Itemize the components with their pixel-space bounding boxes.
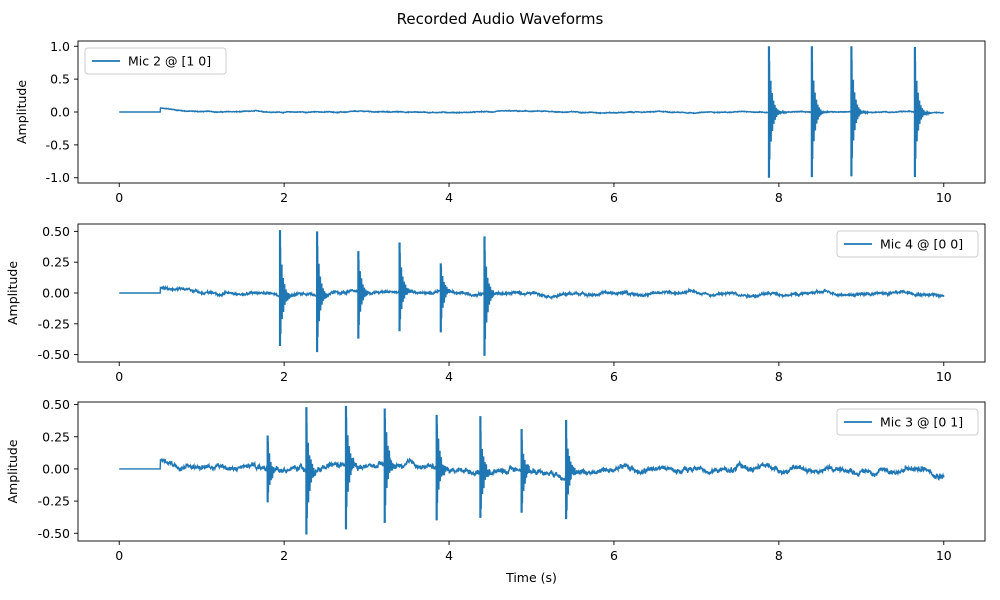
y-axis-label: Amplitude <box>14 80 29 144</box>
x-tick-label: 6 <box>610 369 618 384</box>
x-tick-label: 0 <box>115 548 123 563</box>
y-tick-label: 0.25 <box>42 429 70 444</box>
waveform-line <box>119 60 945 160</box>
x-tick-label: 10 <box>936 548 952 563</box>
x-tick-label: 4 <box>445 190 453 205</box>
x-tick-label: 0 <box>115 190 123 205</box>
y-tick-label: 0.0 <box>50 105 70 120</box>
legend-box <box>84 47 227 75</box>
y-axis-label: Amplitude <box>5 439 20 503</box>
y-tick-label: 0.00 <box>42 461 70 476</box>
y-tick-label: 0.25 <box>42 255 70 270</box>
x-tick-label: 4 <box>445 369 453 384</box>
x-tick-label: 4 <box>445 548 453 563</box>
x-tick-label: 2 <box>280 190 288 205</box>
y-tick-label: 0.00 <box>42 286 70 301</box>
x-tick-label: 0 <box>115 369 123 384</box>
y-tick-label: -0.5 <box>46 137 70 152</box>
y-tick-label: -0.50 <box>38 526 70 541</box>
waveform-peaks <box>266 405 568 535</box>
y-tick-label: 1.0 <box>50 39 70 54</box>
y-tick-label: -0.50 <box>38 347 70 362</box>
x-tick-label: 8 <box>775 548 783 563</box>
legend: Mic 4 @ [0 0] <box>836 230 979 258</box>
legend-label: Mic 2 @ [1 0] <box>128 54 211 69</box>
legend: Mic 3 @ [0 1] <box>836 408 979 436</box>
x-tick-label: 6 <box>610 548 618 563</box>
x-tick-label: 8 <box>775 369 783 384</box>
y-tick-label: -1.0 <box>46 170 70 185</box>
legend-box <box>836 408 979 436</box>
y-tick-label: 0.50 <box>42 224 70 239</box>
x-tick-label: 10 <box>936 369 952 384</box>
x-tick-label: 10 <box>936 190 952 205</box>
y-axis-label: Amplitude <box>5 261 20 325</box>
legend-label: Mic 3 @ [0 1] <box>880 415 963 430</box>
legend-label: Mic 4 @ [0 0] <box>880 237 963 252</box>
waveform-peaks <box>278 230 486 356</box>
waveform-line <box>119 246 945 340</box>
subplot-3: 0 2 4 6 8 10 -0.50 -0.25 0.00 0.25 0.50 Amplitude Ti… <box>5 397 986 585</box>
x-tick-label: 2 <box>280 548 288 563</box>
x-tick-label: 6 <box>610 190 618 205</box>
subplot-1: 0 2 4 6 8 10 -1.0 -0.5 0.0 0.5 1.0 Amplitude Mic 2 @… <box>14 39 986 205</box>
y-tick-label: -0.25 <box>38 316 70 331</box>
y-tick-label: 0.50 <box>42 397 70 412</box>
waveform-peaks <box>767 46 917 178</box>
y-tick-label: 0.5 <box>50 72 70 87</box>
x-tick-label: 8 <box>775 190 783 205</box>
subplot-2: 0 2 4 6 8 10 -0.50 -0.25 0.00 0.25 0.50 Amplitude Mi… <box>5 223 986 384</box>
subplots-group: 0 2 4 6 8 10 -1.0 -0.5 0.0 0.5 1.0 Amplitude Mic 2 @… <box>5 39 986 585</box>
x-tick-label: 2 <box>280 369 288 384</box>
x-axis-label: Time (s) <box>505 570 557 585</box>
axes-frame <box>77 401 986 542</box>
waveform-line <box>119 416 945 519</box>
y-tick-label: -0.25 <box>38 494 70 509</box>
legend-box <box>836 230 979 258</box>
legend: Mic 2 @ [1 0] <box>84 47 227 75</box>
figure-title: Recorded Audio Waveforms <box>397 10 604 28</box>
